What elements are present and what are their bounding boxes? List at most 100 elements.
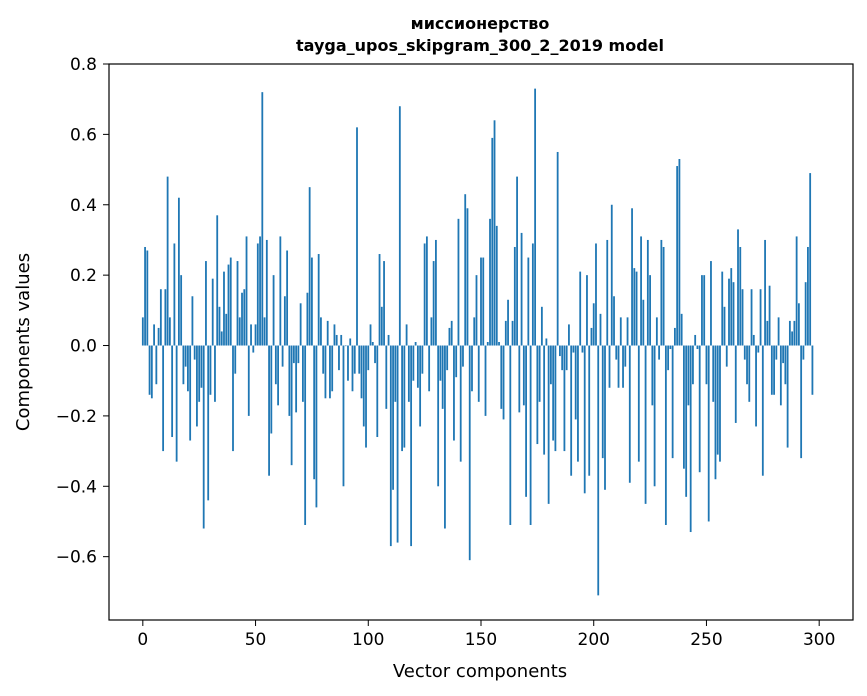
chart-title: миссионерство (411, 14, 550, 33)
bar (243, 289, 246, 346)
bar (522, 345, 525, 406)
bar (263, 317, 266, 346)
bar (755, 345, 757, 427)
bar (423, 243, 426, 346)
bar (734, 345, 737, 423)
bar (162, 345, 165, 452)
bar (425, 236, 428, 346)
bar (491, 137, 494, 346)
bar (597, 345, 600, 596)
bar (626, 317, 629, 346)
bar (335, 334, 338, 346)
bar (534, 88, 537, 346)
bar (770, 345, 773, 395)
bar (701, 275, 703, 346)
bar (572, 345, 575, 353)
bar (482, 257, 485, 346)
y-tick-label: 0.6 (70, 125, 97, 145)
bar (331, 345, 334, 392)
bar (223, 271, 225, 346)
bar (236, 261, 239, 346)
bar (619, 317, 622, 346)
bar (739, 246, 742, 346)
x-tick-label: 200 (578, 630, 610, 650)
bar (662, 246, 665, 346)
bar (486, 342, 489, 346)
bar (669, 345, 672, 350)
y-tick-label: −0.4 (56, 477, 97, 497)
bar (732, 282, 735, 346)
bar (748, 345, 751, 402)
bar (184, 345, 187, 367)
bar (480, 257, 482, 346)
bar (220, 331, 223, 346)
bar (800, 345, 803, 459)
bar (344, 345, 347, 347)
bar (543, 345, 546, 455)
bar (696, 345, 699, 350)
bar (412, 345, 415, 381)
bar (380, 306, 383, 346)
bar (338, 345, 340, 371)
bar (166, 176, 169, 346)
bar (421, 345, 424, 374)
bar (268, 345, 270, 476)
bar (712, 345, 715, 402)
x-axis-label: Vector components (393, 661, 567, 682)
bar (464, 194, 467, 346)
bar (232, 345, 234, 452)
bar (214, 345, 216, 402)
bar (311, 257, 313, 346)
bar (513, 246, 516, 346)
bar (703, 275, 706, 346)
bar (473, 317, 476, 346)
bar (531, 243, 534, 346)
bar (362, 345, 365, 427)
y-tick-label: 0.2 (70, 266, 97, 286)
bar (274, 345, 277, 385)
bar (633, 268, 636, 346)
bar (802, 345, 805, 360)
bar (432, 261, 435, 346)
bar (583, 345, 586, 494)
bar (761, 345, 764, 476)
bar (504, 320, 507, 346)
bar (146, 250, 149, 346)
bar (437, 345, 440, 487)
bar (606, 239, 609, 346)
bar (250, 324, 252, 346)
bar (809, 173, 812, 346)
x-tick-label: 0 (137, 630, 148, 650)
bar (529, 345, 532, 525)
bar (270, 345, 273, 434)
x-tick-label: 50 (245, 630, 267, 650)
bar (644, 345, 647, 504)
bar (403, 345, 406, 448)
bar (207, 345, 210, 501)
bar (507, 299, 509, 346)
bar (444, 345, 446, 529)
bar (455, 345, 458, 378)
bar (450, 320, 453, 346)
bar (374, 345, 376, 364)
bar (435, 239, 437, 346)
bar (768, 285, 771, 346)
bar (171, 345, 174, 438)
bar (394, 345, 397, 402)
x-tick-label: 250 (690, 630, 722, 650)
bar (516, 176, 518, 346)
bar (642, 299, 645, 346)
bar (617, 345, 620, 388)
bar (306, 292, 309, 346)
bar (313, 345, 316, 480)
bar (446, 345, 449, 371)
bar (664, 345, 667, 525)
bar (153, 324, 155, 346)
bar (786, 345, 789, 448)
bar (428, 345, 431, 392)
bar (588, 345, 591, 476)
bar (590, 327, 593, 346)
bar (757, 345, 760, 353)
bar (358, 345, 361, 374)
